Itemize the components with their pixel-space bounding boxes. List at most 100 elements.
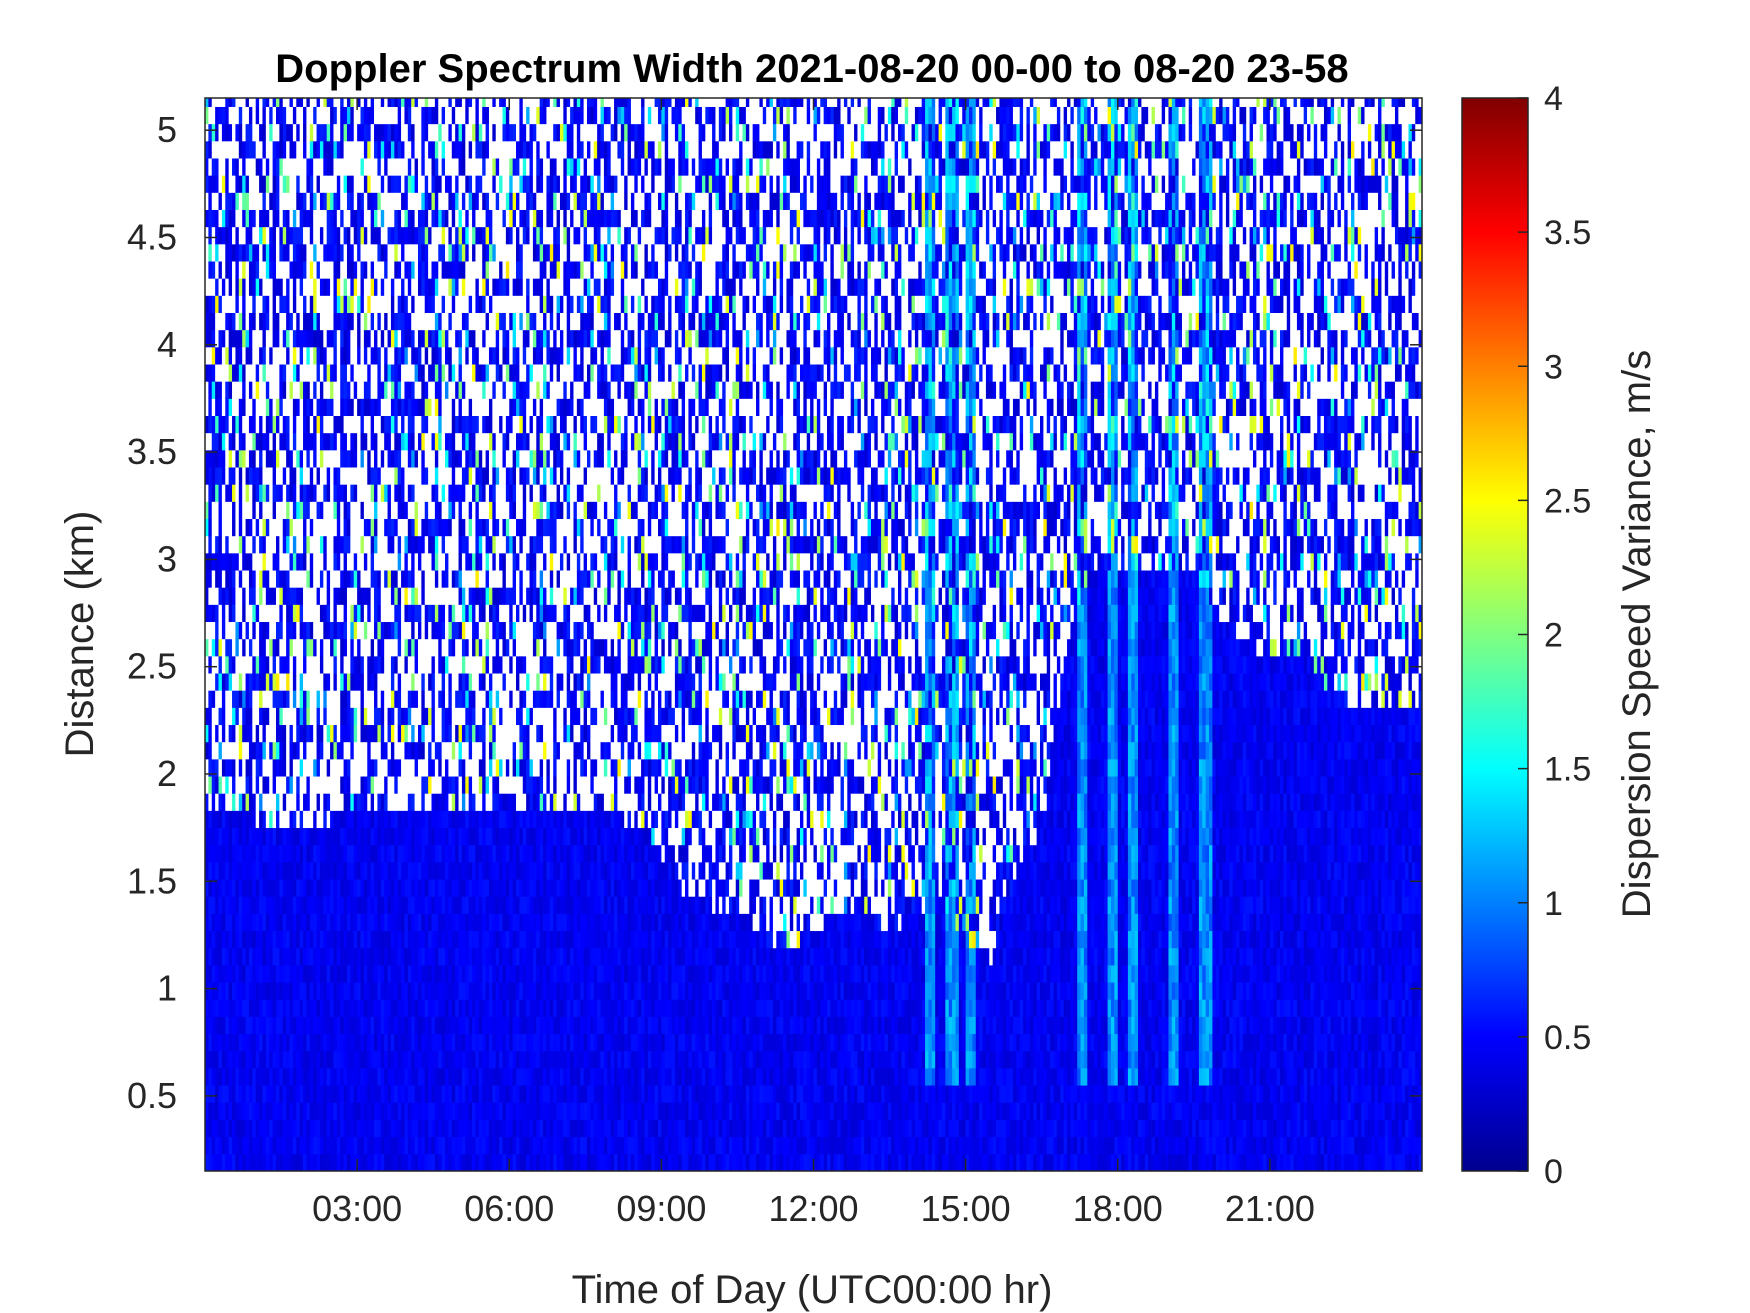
heatmap-cell [377, 244, 381, 262]
heatmap-cell [310, 398, 314, 416]
heatmap-cell [296, 175, 300, 193]
heatmap-cell [391, 690, 395, 708]
heatmap-cell [421, 313, 425, 331]
heatmap-cell [371, 98, 375, 107]
heatmap-cell [350, 1068, 354, 1086]
heatmap-cell [276, 330, 280, 348]
heatmap-cell [323, 261, 327, 279]
heatmap-cell [286, 965, 290, 983]
heatmap-cell [462, 913, 466, 931]
heatmap-cell [442, 587, 446, 605]
heatmap-cell [246, 1085, 250, 1103]
heatmap-cell [347, 707, 351, 725]
heatmap-cell [273, 1068, 277, 1086]
heatmap-cell [317, 1085, 321, 1103]
heatmap-cell [391, 124, 395, 142]
heatmap-cell [232, 536, 236, 554]
heatmap-cell [442, 536, 446, 554]
heatmap-cell [266, 810, 270, 828]
heatmap-cell [239, 433, 243, 451]
heatmap-cell [262, 398, 266, 416]
heatmap-cell [357, 278, 361, 296]
heatmap-cell [293, 622, 297, 640]
heatmap-cell [411, 604, 415, 622]
heatmap-cell [388, 1016, 392, 1034]
heatmap-cell [411, 261, 415, 279]
heatmap-cell [394, 828, 398, 846]
heatmap-cell [283, 690, 287, 708]
heatmap-cell [455, 450, 459, 468]
heatmap-cell [259, 896, 263, 914]
heatmap-cell [266, 192, 270, 210]
heatmap-cell [330, 604, 334, 622]
heatmap-cell [448, 776, 452, 794]
heatmap-cell [239, 210, 243, 228]
heatmap-cell [313, 1102, 317, 1120]
heatmap-cell [404, 622, 408, 640]
heatmap-cell [296, 158, 300, 176]
heatmap-cell [408, 330, 412, 348]
heatmap-cell [219, 536, 223, 554]
heatmap-cell [364, 931, 368, 949]
heatmap-cell [432, 416, 436, 434]
heatmap-cell [269, 931, 273, 949]
heatmap-cell [452, 999, 456, 1017]
heatmap-cell [286, 776, 290, 794]
heatmap-cell [317, 278, 321, 296]
heatmap-cell [377, 347, 381, 365]
heatmap-cell [219, 742, 223, 760]
heatmap-cell [317, 673, 321, 691]
heatmap-cell [428, 175, 432, 193]
heatmap-cell [269, 192, 273, 210]
heatmap-cell [242, 845, 246, 863]
heatmap-cell [394, 347, 398, 365]
heatmap-cell [310, 1102, 314, 1120]
heatmap-cell [276, 810, 280, 828]
heatmap-cell [323, 278, 327, 296]
heatmap-cell [435, 604, 439, 622]
heatmap-cell [432, 931, 436, 949]
heatmap-cell [465, 776, 469, 794]
heatmap-cell [242, 519, 246, 537]
heatmap-cell [262, 673, 266, 691]
heatmap-cell [242, 484, 246, 502]
heatmap-cell [347, 433, 351, 451]
heatmap-cell [408, 1154, 412, 1172]
heatmap-cell [279, 484, 283, 502]
heatmap-cell [435, 381, 439, 399]
heatmap-cell [208, 673, 212, 691]
heatmap-cell [252, 673, 256, 691]
heatmap-cell [337, 828, 341, 846]
heatmap-cell [283, 982, 287, 1000]
heatmap-cell [219, 467, 223, 485]
heatmap-cell [415, 536, 419, 554]
heatmap-cell [388, 707, 392, 725]
heatmap-cell [452, 810, 456, 828]
heatmap-cell [404, 192, 408, 210]
heatmap-cell [469, 98, 473, 107]
heatmap-cell [442, 639, 446, 657]
heatmap-cell [455, 330, 459, 348]
heatmap-cell [428, 450, 432, 468]
heatmap-cell [333, 141, 337, 159]
heatmap-cell [354, 381, 358, 399]
heatmap-cell [438, 862, 442, 880]
heatmap-cell [455, 639, 459, 657]
heatmap-cell [445, 484, 449, 502]
heatmap-cell [242, 261, 246, 279]
heatmap-cell [415, 124, 419, 142]
heatmap-cell [296, 450, 300, 468]
heatmap-cell [459, 982, 463, 1000]
heatmap-cell [408, 295, 412, 313]
heatmap-cell [320, 656, 324, 674]
heatmap-cell [290, 707, 294, 725]
heatmap-cell [337, 107, 341, 125]
heatmap-cell [459, 519, 463, 537]
heatmap-cell [306, 931, 310, 949]
heatmap-cell [333, 313, 337, 331]
heatmap-cell [388, 433, 392, 451]
heatmap-cell [320, 261, 324, 279]
heatmap-cell [229, 1051, 233, 1069]
heatmap-cell [408, 210, 412, 228]
heatmap-cell [350, 398, 354, 416]
